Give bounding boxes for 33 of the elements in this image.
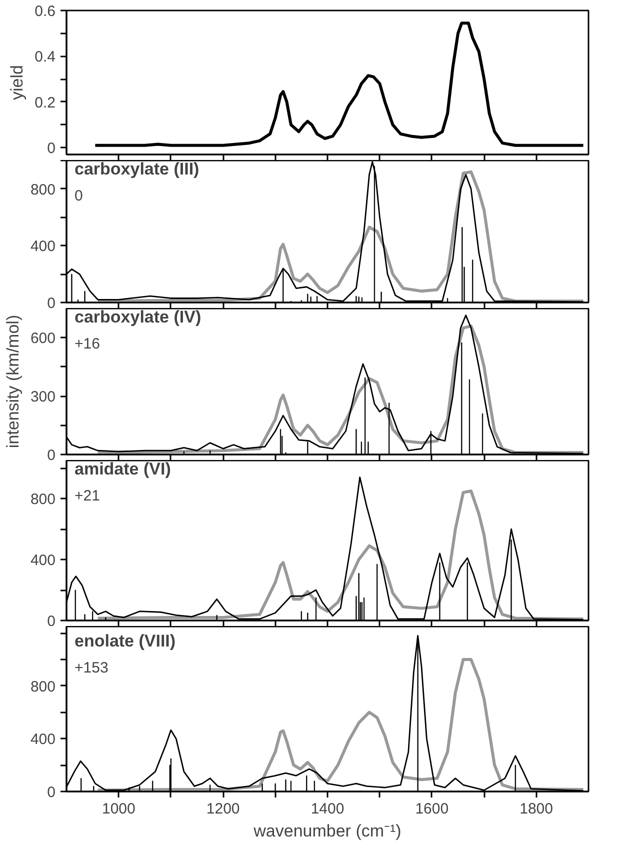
y-tick-label: 400: [30, 731, 56, 748]
y-tick-label: 0.6: [34, 3, 56, 20]
y-tick-label: 600: [30, 330, 56, 348]
x-tick-label: 1600: [415, 800, 449, 818]
y-tick-label: 800: [30, 491, 56, 508]
y-tick-label: 800: [30, 181, 56, 198]
x-tick-label: 1800: [520, 800, 553, 818]
y-tick-label: 0.4: [34, 48, 56, 66]
y-tick-label: 0: [47, 784, 56, 801]
x-tick-label: 1000: [102, 800, 136, 818]
text: 0: [74, 188, 83, 204]
y-tick-label: 0: [47, 295, 56, 312]
chart-title: carboxylate (III): [74, 160, 200, 178]
x-tick-label: 1200: [206, 800, 240, 818]
y-tick-label: 0.2: [34, 94, 56, 112]
y-tick-label: 0: [47, 140, 56, 158]
y-tick-label: 0: [47, 447, 56, 464]
x-tick-label: 1400: [310, 800, 344, 818]
chart-title: carboxylate (IV): [74, 308, 202, 326]
y-tick-label: 800: [30, 678, 56, 696]
text: +21: [74, 488, 100, 504]
line-series: [94, 22, 585, 147]
text: +16: [74, 336, 100, 352]
chart-title: enolate (VIII): [74, 632, 176, 650]
y-axis-title: yield: [8, 65, 27, 100]
text: +153: [74, 660, 108, 676]
y-tick-label: 400: [30, 238, 56, 256]
y-axis-title: intensity (km/mol): [3, 314, 22, 448]
y-tick-label: 400: [30, 552, 56, 570]
chart-title: amidate (VI): [74, 460, 171, 478]
y-tick-label: 300: [30, 388, 56, 406]
y-tick-label: 0: [47, 613, 56, 630]
x-axis-title: wavenumber (cm⁻¹): [252, 822, 402, 840]
